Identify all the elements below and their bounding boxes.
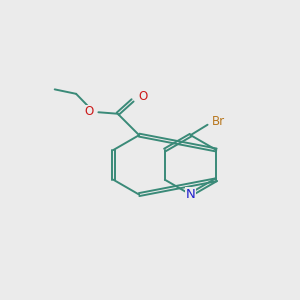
Text: Br: Br: [212, 115, 225, 128]
Text: O: O: [85, 105, 94, 118]
Text: O: O: [138, 90, 147, 103]
Text: N: N: [186, 188, 196, 201]
